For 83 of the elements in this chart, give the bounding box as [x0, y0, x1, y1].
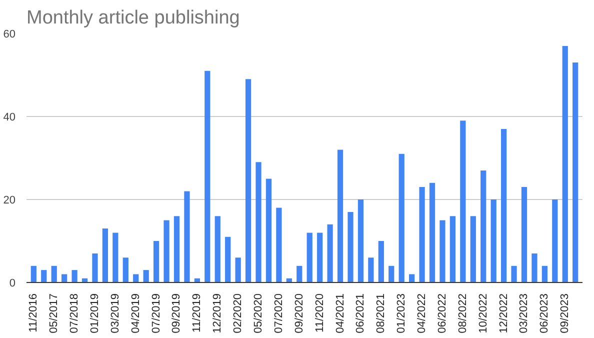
x-tick-label: 07/2018	[68, 293, 81, 334]
x-tick-label: 06/2022	[436, 293, 448, 334]
bar	[174, 216, 180, 282]
bar	[450, 216, 456, 282]
bar	[41, 270, 47, 282]
bar	[143, 270, 149, 282]
x-tick-label: 07/2019	[150, 293, 162, 334]
bar	[72, 270, 78, 282]
bar	[440, 220, 446, 282]
bar	[388, 266, 394, 282]
x-tick-label: 03/2023	[518, 293, 530, 334]
y-tick-label: 0	[9, 278, 16, 290]
bar	[102, 228, 108, 282]
bar	[164, 220, 170, 282]
bar	[500, 128, 507, 282]
bar	[378, 241, 384, 282]
bar	[256, 162, 262, 282]
bar	[348, 212, 354, 282]
bar	[296, 266, 302, 282]
x-tick-label: 04/2021	[334, 293, 346, 334]
bar	[153, 241, 160, 282]
bar	[327, 224, 333, 282]
bar	[532, 253, 538, 282]
bar	[92, 253, 98, 282]
bar	[429, 182, 436, 282]
x-tick-label: 10/2022	[477, 293, 490, 334]
bar	[62, 274, 68, 282]
bar	[51, 266, 57, 282]
bar	[235, 258, 241, 282]
bar	[562, 46, 568, 282]
bar	[521, 187, 528, 282]
x-tick-label: 09/2019	[170, 293, 183, 334]
bar	[225, 236, 231, 282]
x-tick-label: 12/2019	[212, 293, 224, 334]
chart-title: Monthly article publishing	[26, 8, 240, 28]
x-tick-label: 01/2023	[396, 293, 408, 334]
bar	[480, 170, 486, 282]
bar	[419, 187, 425, 282]
bar	[358, 200, 364, 282]
bar	[306, 232, 312, 282]
bar	[337, 150, 344, 282]
bar	[511, 266, 517, 282]
y-tick-label: 40	[3, 112, 16, 124]
y-tick-label: 60	[3, 28, 16, 40]
x-tick-label: 04/2022	[416, 293, 428, 334]
bar	[317, 232, 323, 282]
x-tick-label: 02/2020	[232, 293, 244, 334]
x-tick-label: 12/2022	[498, 293, 510, 334]
bar	[30, 266, 36, 282]
x-tick-label: 07/2020	[272, 293, 285, 334]
bar	[112, 232, 118, 282]
bar	[460, 120, 466, 282]
x-tick-label: 08/2022	[456, 293, 469, 334]
x-tick-label: 08/2021	[375, 293, 388, 334]
bar	[122, 258, 128, 282]
bar	[470, 216, 476, 282]
x-tick-label: 05/2020	[252, 293, 265, 334]
bar	[266, 178, 272, 282]
x-tick-label: 03/2019	[109, 293, 122, 334]
x-tick-label: 11/2016	[28, 293, 40, 332]
x-tick-label: 11/2019	[191, 293, 204, 332]
bar	[398, 154, 404, 282]
bar	[409, 274, 415, 282]
bar	[214, 216, 220, 282]
x-tick-label: 11/2020	[314, 293, 326, 332]
bar	[204, 70, 210, 282]
bar	[245, 79, 252, 282]
bar	[490, 200, 496, 282]
x-tick-label: 06/2021	[354, 293, 367, 334]
bar	[542, 266, 548, 282]
bar	[184, 191, 190, 282]
x-tick-label: 04/2019	[130, 293, 142, 334]
x-tick-label: 01/2019	[88, 293, 101, 334]
y-tick-label: 20	[3, 194, 16, 206]
bar	[133, 274, 139, 282]
x-tick-label: 05/2017	[48, 293, 60, 334]
bar	[572, 62, 578, 282]
x-tick-label: 09/2023	[559, 293, 572, 334]
x-tick-label: 06/2023	[538, 293, 551, 334]
bar	[552, 200, 558, 282]
x-tick-label: 09/2020	[293, 293, 306, 334]
bar	[276, 208, 282, 282]
bar	[368, 258, 374, 282]
